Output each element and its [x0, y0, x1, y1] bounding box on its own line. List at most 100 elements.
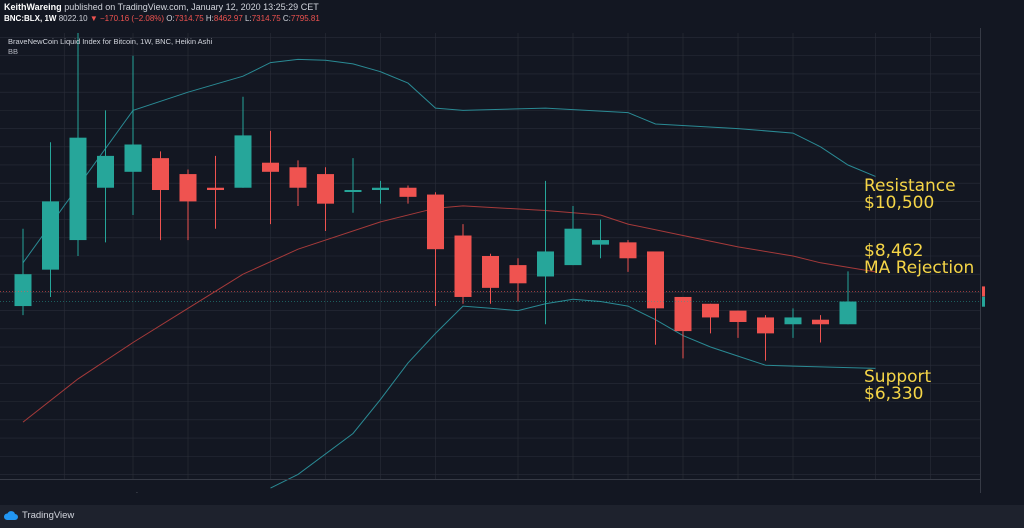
time-axis[interactable]: 17Jul15Aug19Sep16Oct21Nov18Dec16202020Fe… — [60, 491, 985, 493]
ma-rejection-value: $8,462 — [864, 241, 924, 261]
x-tick-label: 16 — [431, 491, 439, 493]
candle-body — [702, 303, 719, 318]
candle — [97, 110, 114, 243]
ohlc-line: BNC:BLX, 1W 8022.10 ▼ −170.16 (−2.08%) O… — [4, 14, 320, 23]
tradingview-logo[interactable]: TradingView — [4, 510, 74, 521]
candle-body — [42, 201, 59, 270]
candle — [69, 33, 87, 256]
candle — [839, 271, 857, 325]
close-value: 7795.81 — [290, 14, 320, 23]
candle-body — [784, 317, 802, 325]
candle-body — [97, 155, 114, 188]
resistance-value: $10,500 — [864, 193, 935, 213]
candle-body — [207, 187, 224, 191]
candle — [537, 180, 554, 325]
candle-body — [729, 310, 747, 322]
candle — [317, 167, 334, 231]
support-value: $6,330 — [864, 384, 924, 404]
footer-bar — [0, 505, 1024, 528]
candle-body — [14, 274, 32, 307]
candle — [454, 224, 472, 304]
candle-body — [564, 228, 582, 266]
x-tick-label: Sep — [374, 491, 387, 493]
x-tick-label: Dec — [731, 491, 745, 493]
candle-body — [427, 194, 444, 250]
candle-body — [399, 187, 417, 197]
candle — [482, 253, 499, 304]
candle-body — [647, 251, 664, 309]
x-tick-label: 2020 — [867, 491, 884, 493]
candle-body — [179, 174, 197, 202]
candle — [757, 315, 774, 361]
indicator-title[interactable]: BB — [8, 47, 19, 56]
candle-body — [454, 235, 472, 297]
last-price: 8022.10 — [58, 14, 88, 23]
author-name[interactable]: KeithWareing — [4, 2, 62, 12]
candle — [14, 228, 32, 316]
x-tick-label: 15 — [184, 491, 192, 493]
candle-body — [592, 240, 609, 245]
candle — [729, 310, 747, 338]
x-tick-label: Oct — [512, 491, 525, 493]
x-tick-label: 16 — [789, 491, 797, 493]
candle-body — [372, 187, 389, 191]
candle — [564, 205, 582, 266]
candle — [152, 151, 169, 241]
x-tick-label: Nov — [621, 491, 635, 493]
x-tick-label: Jul — [128, 491, 138, 493]
price-tag — [982, 286, 985, 297]
cloud-icon — [4, 511, 18, 520]
x-tick-label: 18 — [679, 491, 687, 493]
candle-body — [69, 137, 87, 241]
candle — [702, 303, 719, 334]
open-label: O: — [166, 14, 175, 23]
candle — [399, 185, 417, 204]
candle — [619, 240, 637, 272]
candle — [234, 96, 252, 188]
candle — [289, 160, 307, 206]
candle — [812, 315, 829, 343]
candle-body — [839, 301, 857, 325]
candle-body — [234, 135, 252, 188]
resistance-annotation: Resistance $10,500 — [864, 178, 956, 212]
support-label: Support — [864, 367, 932, 387]
x-tick-label: Feb — [979, 491, 985, 493]
candle — [42, 142, 59, 297]
down-arrow-icon: ▼ — [89, 14, 98, 23]
candle — [207, 155, 224, 229]
candle-body — [619, 242, 637, 259]
series-title[interactable]: BraveNewCoin Liquid Index for Bitcoin, 1… — [8, 37, 213, 46]
candle-body — [674, 296, 692, 332]
candle — [372, 180, 389, 204]
bb-upper-band — [22, 58, 876, 264]
x-tick-label: Aug — [264, 491, 277, 493]
candle-body — [537, 251, 554, 277]
resistance-label: Resistance — [864, 176, 956, 196]
low-label: L: — [245, 14, 252, 23]
price-lines — [0, 291, 980, 303]
candles — [14, 33, 857, 361]
high-value: 8462.97 — [213, 14, 243, 23]
x-tick-label: 17 — [60, 491, 68, 493]
price-change: −170.16 (−2.08%) — [100, 14, 165, 23]
bollinger-bands — [22, 58, 876, 489]
candle — [124, 55, 142, 216]
candle-body — [344, 190, 362, 193]
publish-info: KeithWareing published on TradingView.co… — [4, 2, 319, 12]
bb-basis — [22, 205, 876, 423]
x-tick-label: 21 — [569, 491, 577, 493]
high-label: H: — [205, 14, 214, 23]
candle — [784, 308, 802, 338]
candle — [674, 296, 692, 359]
candle — [647, 251, 664, 345]
low-value: 7314.75 — [251, 14, 281, 23]
price-axis[interactable]: 4000.004400.004800.005200.005600.006000.… — [982, 35, 985, 479]
candle-body — [812, 319, 829, 325]
candle-body — [482, 256, 499, 288]
price-chart[interactable]: 4000.004400.004800.005200.005600.006000.… — [0, 28, 985, 493]
support-annotation: Support $6,330 — [864, 369, 931, 403]
candle-body — [124, 144, 142, 172]
candle — [262, 130, 279, 225]
candle-body — [757, 317, 774, 334]
price-tag — [982, 296, 985, 307]
